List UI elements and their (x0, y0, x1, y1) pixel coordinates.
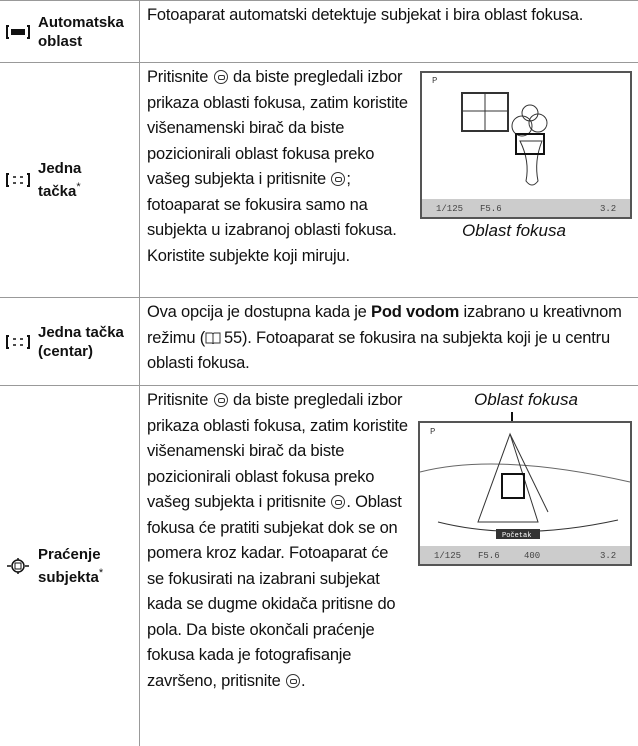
screen-text: F5.6 (478, 551, 500, 561)
table-row: Praćenje subjekta* Pritisnite da biste p… (0, 385, 638, 746)
screen-text: 1/125 (434, 551, 461, 561)
icon (6, 334, 30, 349)
ok-icon (285, 673, 300, 688)
ok-icon (331, 172, 346, 186)
book-icon (205, 332, 221, 345)
text: . (300, 671, 306, 690)
screen-text: F5.6 (480, 204, 502, 214)
label: Jedna tačka* (38, 159, 126, 201)
label: Praćenje subjekta* (38, 545, 126, 587)
label: Jedna tačka (centar) (38, 323, 124, 360)
label-cell: Jedna tačka* (0, 63, 140, 297)
text: da biste pregledali izbor prikaza oblast… (147, 391, 408, 511)
icon (6, 173, 30, 187)
ok-icon (331, 495, 346, 509)
text: Pritisnite (147, 68, 213, 86)
label-text: Jedna tačka (38, 160, 82, 200)
table-row: Automatska oblast Fotoaparat automatski … (0, 0, 638, 62)
footnote-mark: * (98, 567, 104, 579)
bold-text: Pod vodom (371, 303, 460, 321)
label: Automatska oblast (38, 13, 124, 50)
text: 55). Fotoaparat se fokusira na subjekta … (147, 328, 610, 373)
text: Fotoaparat automatski detektuje subjekat… (147, 6, 584, 24)
caption: Oblast fokusa (474, 390, 578, 409)
label-cell: Jedna tačka (centar) (0, 298, 140, 385)
description: Pritisnite da biste pregledali izbor pri… (147, 388, 409, 694)
label-cell: Praćenje subjekta* (0, 386, 140, 746)
caption: Oblast fokusa (462, 221, 566, 240)
icon (7, 558, 29, 574)
footnote-mark: * (76, 181, 81, 193)
text: da biste pregledali izbor prikaza oblast… (147, 68, 408, 188)
screen-text: 3.2 (600, 204, 616, 214)
screen-text: Početak (502, 532, 531, 540)
label-cell: Automatska oblast (0, 1, 140, 62)
screen-text: 3.2 (600, 551, 616, 561)
ok-icon (213, 393, 228, 407)
screen-text: P (430, 427, 435, 437)
description: Pritisnite da biste pregledali izbor pri… (147, 65, 409, 269)
ok-icon (213, 70, 228, 84)
text: ; fotoaparat se fokusira samo na subjekt… (147, 170, 397, 265)
text: . Oblast fokusa će pratiti subjekat dok … (147, 493, 402, 690)
label-text: Praćenje subjekta (38, 546, 101, 586)
screen-text: P (432, 76, 437, 86)
table-row: Jedna tačka (centar) Ova opcija je dostu… (0, 297, 638, 385)
table-row: Jedna tačka* Pritisnite da biste pregled… (0, 62, 638, 297)
icon (6, 24, 30, 39)
text: izabrano u kreativnom režimu ( (147, 303, 622, 347)
description: Ova opcija je dostupna kada je Pod vodom… (147, 300, 627, 377)
camera-screen: P 1/125 F5.6 400 Početak 3.2 (418, 412, 632, 566)
text: Pritisnite (147, 391, 213, 409)
camera-screen: P 1/125 F5.6 3.2 (420, 71, 632, 219)
screen-text: 400 (524, 551, 540, 561)
screen-text: 1/125 (436, 204, 463, 214)
text: Ova opcija je dostupna kada je (147, 303, 372, 321)
description: Fotoaparat automatski detektuje subjekat… (147, 3, 627, 29)
